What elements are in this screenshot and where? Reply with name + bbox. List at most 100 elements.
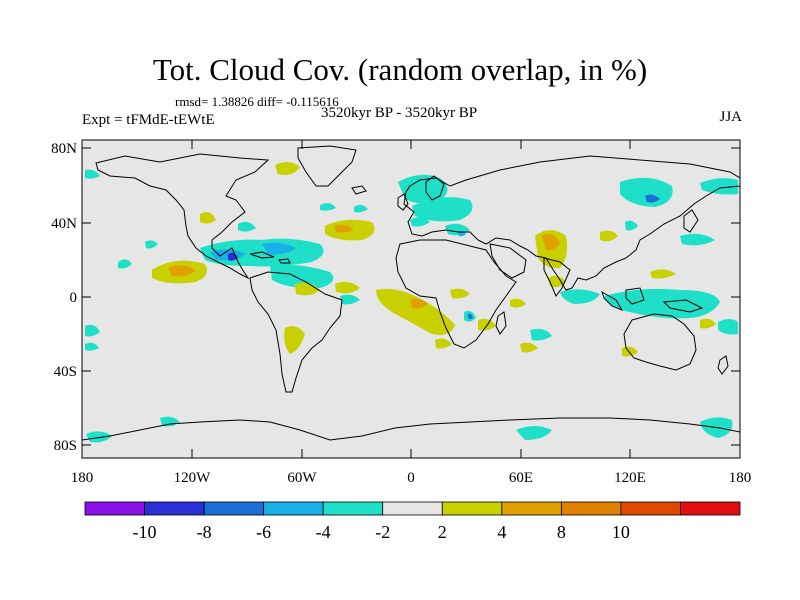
anomaly-patch [604,288,720,319]
anomaly-patch [542,234,560,251]
colorbar-label: -10 [133,522,157,542]
anomaly-patch [530,328,552,341]
coastline-iceland [351,185,367,195]
lat-label: 80S [54,438,77,454]
colorbar-label: 2 [438,522,447,542]
anomaly-patch [320,203,336,211]
anomaly-patch [340,294,360,305]
map-title: Tot. Cloud Cov. (random overlap, in %) [152,52,648,87]
anomaly-patch [86,431,112,443]
anomaly-patch [410,298,428,309]
anomaly-patch [450,288,470,299]
colorbar-label: 4 [497,522,506,542]
coastline-sumatra [601,290,624,312]
anomaly-patch [645,194,660,203]
coastline-scandinavia [425,175,445,201]
coastline-caribbean [278,258,291,264]
coastline-new-zealand [717,355,729,375]
anomaly-patch [354,204,368,213]
lon-label: 120W [174,470,212,486]
lat-label: 80N [51,141,77,157]
coastline-new-guinea [662,299,704,313]
anomaly-patch [548,275,566,288]
anomaly-patch [270,264,334,289]
anomaly-patch [85,169,100,179]
colorbar-swatch [322,501,384,516]
anomaly-patch [468,313,473,319]
anomaly-field [85,161,738,443]
colorbar-swatch [263,501,324,516]
colorbar-swatch [501,501,562,516]
anomaly-patch [376,288,455,335]
lon-label: 60W [287,470,317,486]
lon-label: 0 [407,470,415,486]
colorbar-label: 10 [612,522,630,542]
coastlines [82,145,740,441]
anomaly-patch [145,240,158,249]
coastline-arabia [489,243,527,279]
coastline-japan [683,209,699,233]
anomaly-patch [700,318,716,329]
anomaly-patch [238,221,256,232]
coastline-australia [623,313,697,371]
anomaly-patch [275,161,300,176]
anomaly-patch [228,252,238,261]
anomaly-patch [510,298,526,308]
colorbar-swatch [382,501,443,516]
anomaly-patch [560,289,600,304]
colorbar-label: -6 [256,522,271,542]
anomaly-patch [435,338,452,349]
coastline-south-america [249,271,343,393]
rmsd-diff-text: rmsd= 1.38826 diff= -0.115616 [175,94,339,109]
anomaly-patch [680,233,715,246]
anomaly-patch [398,174,448,204]
colorbar: -10 -8 -6 -4 -2 2 4 8 10 [84,501,741,542]
anomaly-patch [85,342,99,351]
coastline-madagascar [495,311,507,335]
anomaly-patch [718,319,738,335]
coastline-caribbean [249,251,275,259]
colorbar-label: -4 [316,522,331,542]
anomaly-patch [700,178,738,195]
coastline-africa [395,239,517,349]
anomaly-patch [200,212,216,224]
anomaly-patch [334,224,354,233]
anomaly-patch [650,269,676,279]
lat-ticks [82,147,740,446]
lat-label: 0 [70,290,78,306]
coastline-greenland [297,145,357,187]
colorbar-swatch [680,501,741,516]
season-label: JJA [719,109,742,125]
anomaly-patch [85,324,100,337]
lon-label: 180 [71,470,94,486]
lat-label: 40S [54,364,77,380]
coastline-india [543,257,571,297]
colorbar-swatch [203,501,265,516]
anomaly-patch [335,281,360,294]
colorbar-label: -2 [375,522,390,542]
coastline-borneo [625,287,645,305]
anomaly-patch [295,282,320,296]
colorbar-swatch [84,501,145,516]
colorbar-swatch [560,501,622,516]
coastline-eurasia [403,155,740,291]
coastline-north-america [95,153,270,280]
lon-label: 60E [509,470,533,486]
lat-label: 40N [51,216,77,232]
anomaly-patch [284,326,305,354]
anomaly-patch [520,342,538,353]
colorbar-swatch [620,501,681,516]
coastline-british-isles [397,193,409,211]
anomaly-patch [262,242,296,255]
anomaly-patch [625,220,638,231]
lon-ticks [81,140,741,458]
lon-label: 120E [614,470,646,486]
anomaly-patch [118,259,132,269]
colorbar-label: -8 [197,522,212,542]
anomaly-patch [620,177,673,207]
period-label: 3520kyr BP - 3520kyr BP [321,105,478,121]
anomaly-patch [410,217,430,227]
colorbar-swatch [144,501,205,516]
anomaly-patch [516,426,552,440]
